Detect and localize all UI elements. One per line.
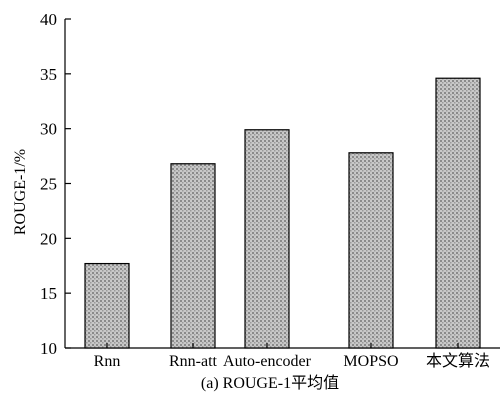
x-tick-label: 本文算法 [426, 351, 490, 370]
y-axis-title: ROUGE-1/% [12, 149, 29, 235]
bars [84, 77, 481, 349]
bar [170, 163, 216, 349]
y-tick-label: 20 [40, 229, 57, 248]
x-axis-labels: Rnn Rnn-att Auto-encoder MOPSO 本文算法 [94, 343, 490, 370]
y-tick-label: 30 [40, 120, 57, 139]
bar [435, 77, 481, 349]
bar [244, 129, 290, 349]
y-tick-label: 25 [40, 175, 57, 194]
y-tick-label: 40 [40, 10, 57, 29]
x-tick-label: MOPSO [343, 353, 398, 370]
chart-caption: (a) ROUGE-1平均值 [201, 374, 339, 392]
y-tick-label: 35 [40, 65, 57, 84]
x-tick-label: Rnn [94, 353, 121, 370]
x-tick-label: Auto-encoder [223, 353, 312, 370]
y-axis-ticks: 10 15 20 25 30 35 40 [40, 10, 71, 358]
y-tick-label: 10 [40, 339, 57, 358]
bar [348, 152, 394, 349]
x-tick-label: Rnn-att [169, 353, 218, 370]
y-tick-label: 15 [40, 284, 57, 303]
bar [84, 262, 130, 349]
